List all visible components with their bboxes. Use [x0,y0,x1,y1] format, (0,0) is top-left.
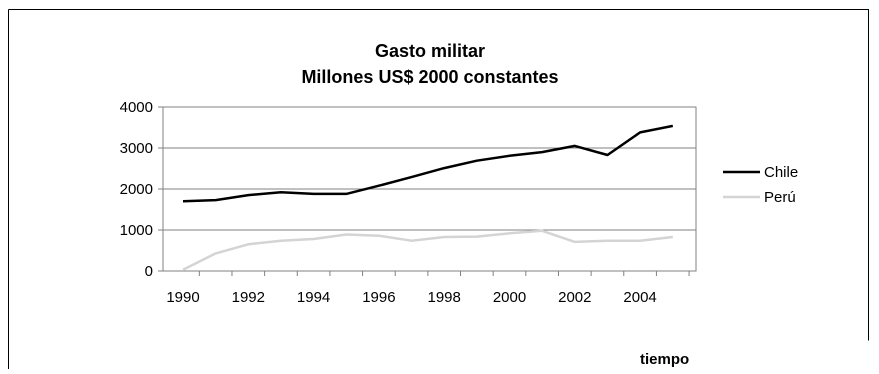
chart-border [8,9,869,369]
x-tick-label: 2004 [623,289,656,306]
legend-label: Perú [764,189,796,206]
x-axis: 1990 1992 1994 1996 1998 2000 2002 2004 [163,270,696,306]
y-tick-label: 2000 [120,181,153,198]
series-lines [182,124,674,271]
series-line-per [182,229,673,271]
x-tick-label: 1992 [232,289,265,306]
plot-area: 0 1000 2000 3000 4000 1990 1992 1994 1996 1998 20… [120,99,697,306]
chart-subtitle: Millones US$ 2000 constantes [301,67,558,87]
y-axis: 0 1000 2000 3000 4000 [120,99,164,280]
chart-title: Gasto militar [375,41,485,61]
legend: Chile Perú [723,164,798,206]
x-tick-label: 1994 [297,289,330,306]
series-line-chile [182,124,674,203]
x-tick-label: 2002 [558,289,591,306]
y-tick-label: 0 [145,263,153,280]
x-tick-label: 1990 [166,289,199,306]
legend-label: Chile [764,164,798,181]
y-tick-label: 1000 [120,222,153,239]
gridlines [163,106,696,231]
y-tick-label: 3000 [120,140,153,157]
x-tick-label: 1998 [428,289,461,306]
x-axis-label: tiempo [640,351,689,368]
y-tick-label: 4000 [120,99,153,116]
x-tick-label: 2000 [493,289,526,306]
x-tick-label: 1996 [362,289,395,306]
